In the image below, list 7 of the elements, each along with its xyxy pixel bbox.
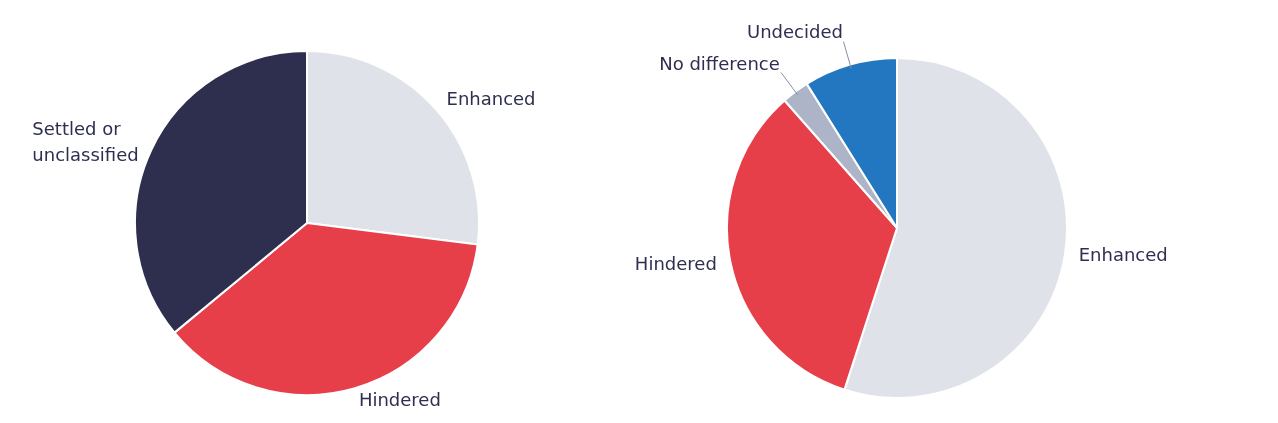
slice-label: Undecided bbox=[747, 21, 843, 43]
slice-label: Enhanced bbox=[446, 87, 536, 109]
slice-label: Hindered bbox=[358, 389, 441, 411]
slice-label: Enhanced bbox=[1078, 244, 1168, 266]
slice-label: Settled or unclassified bbox=[32, 118, 139, 166]
slice-label: No difference bbox=[659, 52, 780, 74]
slice-label: Hindered bbox=[634, 252, 717, 274]
